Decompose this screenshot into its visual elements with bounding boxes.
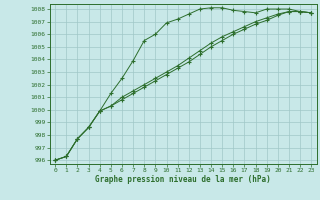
X-axis label: Graphe pression niveau de la mer (hPa): Graphe pression niveau de la mer (hPa) — [95, 175, 271, 184]
